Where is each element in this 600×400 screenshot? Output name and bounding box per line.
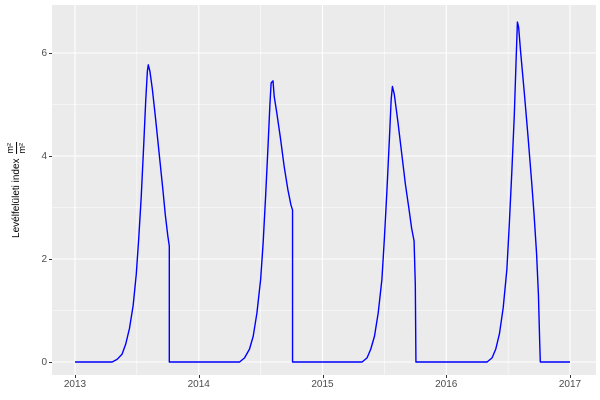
y-tick-mark — [49, 259, 52, 260]
y-tick-mark — [49, 53, 52, 54]
x-tick-label: 2016 — [435, 379, 458, 390]
plot-canvas — [52, 5, 596, 375]
y-tick-label: 6 — [41, 47, 47, 59]
y-tick-label: 2 — [41, 253, 47, 265]
y-tick-label: 4 — [41, 150, 47, 162]
y-axis-title-rotated: Levélfelületi index m² m² — [5, 142, 28, 239]
x-tick-label: 2017 — [558, 379, 582, 390]
x-tick-label: 2013 — [63, 379, 87, 390]
x-tick-mark — [198, 375, 200, 378]
y-axis-title: Levélfelületi index m² m² — [0, 5, 34, 375]
lai-series-line — [75, 21, 570, 363]
y-tick-mark — [49, 362, 52, 363]
y-axis-title-text: Levélfelületi index — [11, 158, 23, 239]
fraction-numerator: m² — [5, 142, 18, 155]
x-tick-label: 2015 — [311, 379, 334, 390]
y-tick-mark — [49, 156, 52, 157]
x-tick-mark — [75, 375, 76, 378]
y-tick-label: 0 — [41, 356, 47, 368]
x-tick-mark — [570, 375, 571, 378]
x-tick-mark — [446, 375, 448, 378]
x-tick-label: 2014 — [187, 379, 210, 390]
plot-panel — [52, 5, 596, 375]
y-axis-unit-fraction: m² m² — [5, 142, 28, 155]
x-tick-mark — [322, 375, 324, 378]
